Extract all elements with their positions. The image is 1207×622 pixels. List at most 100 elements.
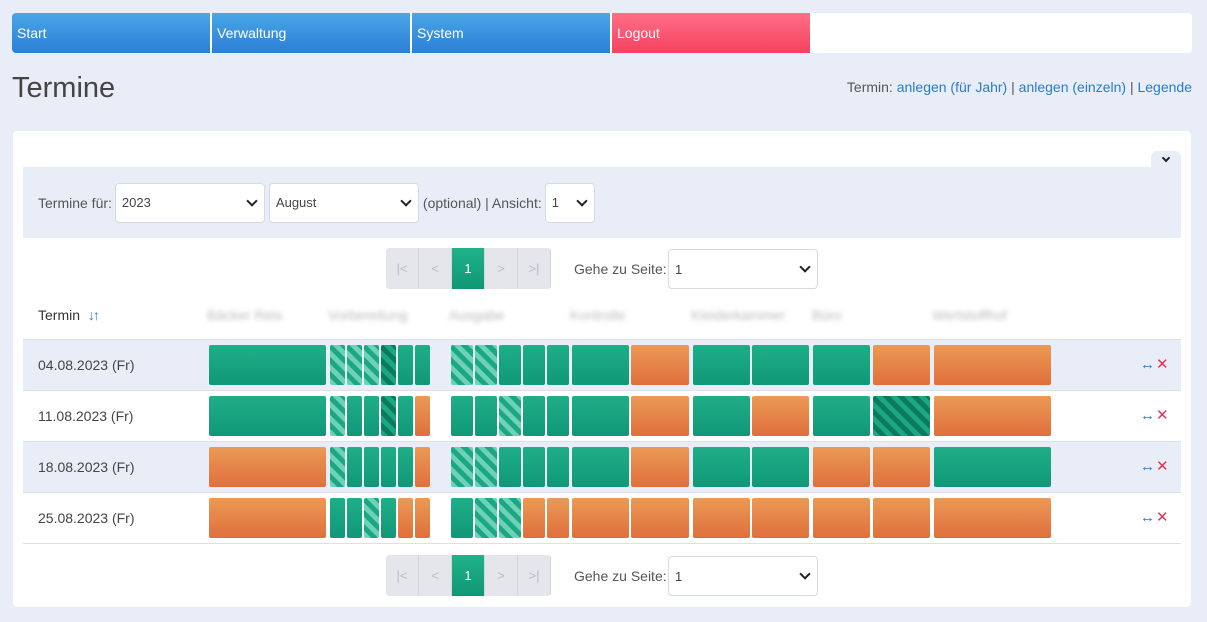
slot-cell[interactable] (475, 396, 497, 436)
slot-cell[interactable] (451, 447, 473, 487)
delete-icon[interactable]: ✕ (1156, 407, 1169, 424)
slot-cell[interactable] (364, 396, 379, 436)
slot-cell[interactable] (873, 447, 930, 487)
slot-cell[interactable] (693, 345, 750, 385)
page-next-button[interactable]: > (485, 555, 518, 596)
slot-cell[interactable] (475, 498, 497, 538)
slot-cell[interactable] (398, 498, 413, 538)
slot-cell[interactable] (631, 447, 689, 487)
page-current-button[interactable]: 1 (452, 555, 485, 596)
slot-cell[interactable] (347, 345, 362, 385)
slot-cell[interactable] (451, 498, 473, 538)
slot-cell[interactable] (398, 345, 413, 385)
slot-cell[interactable] (873, 396, 930, 436)
slot-cell[interactable] (752, 498, 809, 538)
slot-cell[interactable] (209, 498, 326, 538)
slot-cell[interactable] (934, 447, 1051, 487)
collapse-toggle[interactable] (1151, 151, 1181, 167)
delete-icon[interactable]: ✕ (1156, 458, 1169, 475)
goto-page-select[interactable]: 1 (668, 249, 818, 289)
slot-cell[interactable] (364, 447, 379, 487)
page-first-button[interactable]: |< (386, 555, 419, 596)
slot-cell[interactable] (381, 345, 396, 385)
slot-cell[interactable] (693, 447, 750, 487)
slot-cell[interactable] (499, 396, 521, 436)
slot-cell[interactable] (572, 345, 629, 385)
move-icon[interactable]: ↔ (1140, 458, 1155, 475)
slot-cell[interactable] (523, 447, 545, 487)
page-prev-button[interactable]: < (419, 248, 452, 289)
slot-cell[interactable] (415, 396, 430, 436)
slot-cell[interactable] (934, 396, 1051, 436)
slot-cell[interactable] (415, 345, 430, 385)
slot-cell[interactable] (547, 345, 569, 385)
page-prev-button[interactable]: < (419, 555, 452, 596)
slot-cell[interactable] (631, 396, 689, 436)
slot-cell[interactable] (347, 498, 362, 538)
slot-cell[interactable] (499, 345, 521, 385)
slot-cell[interactable] (330, 345, 345, 385)
page-first-button[interactable]: |< (386, 248, 419, 289)
slot-cell[interactable] (752, 345, 809, 385)
slot-cell[interactable] (209, 396, 326, 436)
slot-cell[interactable] (813, 447, 870, 487)
nav-start[interactable]: Start (12, 13, 210, 53)
slot-cell[interactable] (330, 447, 345, 487)
termin-column-header[interactable]: Termin ↓↑ (38, 307, 100, 323)
nav-logout[interactable]: Logout (612, 13, 810, 53)
delete-icon[interactable]: ✕ (1156, 509, 1169, 526)
slot-cell[interactable] (873, 498, 930, 538)
slot-cell[interactable] (475, 345, 497, 385)
slot-cell[interactable] (451, 396, 473, 436)
slot-cell[interactable] (475, 447, 497, 487)
slot-cell[interactable] (547, 498, 569, 538)
slot-cell[interactable] (499, 498, 521, 538)
slot-cell[interactable] (693, 498, 750, 538)
slot-cell[interactable] (398, 396, 413, 436)
delete-icon[interactable]: ✕ (1156, 356, 1169, 373)
slot-cell[interactable] (381, 396, 396, 436)
slot-cell[interactable] (572, 447, 629, 487)
slot-cell[interactable] (813, 396, 870, 436)
slot-cell[interactable] (631, 345, 689, 385)
nav-system[interactable]: System (412, 13, 610, 53)
slot-cell[interactable] (330, 396, 345, 436)
slot-cell[interactable] (547, 447, 569, 487)
slot-cell[interactable] (415, 447, 430, 487)
slot-cell[interactable] (381, 447, 396, 487)
slot-cell[interactable] (381, 498, 396, 538)
slot-cell[interactable] (752, 447, 809, 487)
page-last-button[interactable]: >| (518, 555, 551, 596)
slot-cell[interactable] (364, 345, 379, 385)
link-create-single[interactable]: anlegen (einzeln) (1018, 79, 1127, 95)
sort-icon[interactable]: ↓↑ (87, 307, 100, 323)
move-icon[interactable]: ↔ (1140, 509, 1155, 526)
slot-cell[interactable] (813, 498, 870, 538)
slot-cell[interactable] (572, 396, 629, 436)
goto-page-select[interactable]: 1 (668, 556, 818, 596)
link-create-year[interactable]: anlegen (für Jahr) (896, 79, 1008, 95)
slot-cell[interactable] (364, 498, 379, 538)
slot-cell[interactable] (415, 498, 430, 538)
month-select[interactable]: August (268, 182, 419, 223)
nav-verwaltung[interactable]: Verwaltung (212, 13, 410, 53)
slot-cell[interactable] (813, 345, 870, 385)
move-icon[interactable]: ↔ (1140, 356, 1155, 373)
page-last-button[interactable]: >| (518, 248, 551, 289)
slot-cell[interactable] (209, 447, 326, 487)
slot-cell[interactable] (330, 498, 345, 538)
slot-cell[interactable] (934, 498, 1051, 538)
slot-cell[interactable] (398, 447, 413, 487)
move-icon[interactable]: ↔ (1140, 407, 1155, 424)
slot-cell[interactable] (547, 396, 569, 436)
slot-cell[interactable] (934, 345, 1051, 385)
slot-cell[interactable] (572, 498, 629, 538)
slot-cell[interactable] (693, 396, 750, 436)
slot-cell[interactable] (451, 345, 473, 385)
slot-cell[interactable] (209, 345, 326, 385)
slot-cell[interactable] (523, 498, 545, 538)
slot-cell[interactable] (523, 345, 545, 385)
page-next-button[interactable]: > (485, 248, 518, 289)
slot-cell[interactable] (631, 498, 689, 538)
slot-cell[interactable] (499, 447, 521, 487)
